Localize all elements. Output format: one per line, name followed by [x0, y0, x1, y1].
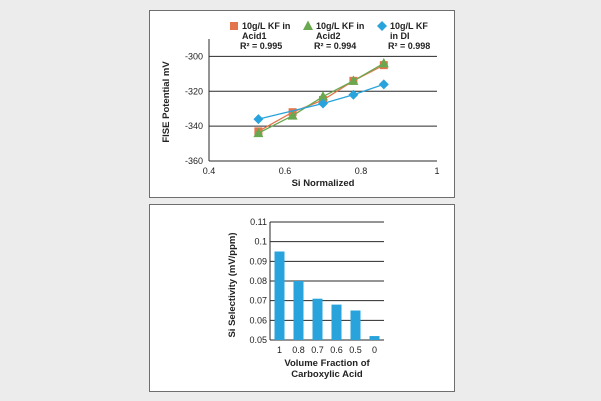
x-tick-label: 0.6	[330, 345, 343, 355]
legend-label: 10g/L KF in Acid2	[316, 21, 364, 41]
x-tick-label: 0	[372, 345, 377, 355]
y-tick-label: -360	[185, 156, 203, 166]
y-axis-title: Si Selectivity (mV/ppm)	[227, 232, 238, 337]
legend-marker	[377, 21, 387, 31]
legend-label: 10g/L KF in DI	[390, 21, 428, 41]
bar	[331, 304, 342, 340]
x-tick-label: 0.4	[203, 166, 216, 176]
bar	[350, 310, 361, 340]
bar	[274, 251, 285, 340]
y-tick-label: 0.11	[250, 217, 267, 227]
x-axis-title: Volume Fraction of Carboxylic Acid	[284, 358, 370, 380]
data-point	[253, 114, 264, 125]
legend-r2: R² = 0.995	[240, 41, 282, 51]
bar	[293, 281, 304, 340]
y-tick-label: -300	[185, 51, 203, 61]
bar	[312, 298, 323, 340]
legend-marker	[303, 20, 313, 30]
legend-r2: R² = 0.998	[388, 41, 430, 51]
legend-r2: R² = 0.994	[314, 41, 356, 51]
y-tick-label: 0.05	[249, 335, 267, 345]
y-tick-label: 0.06	[249, 315, 267, 325]
y-tick-label: 0.08	[249, 276, 267, 286]
data-point	[378, 79, 389, 90]
series-line	[258, 83, 385, 120]
x-tick-label: 0.7	[311, 345, 324, 355]
bar-chart-panel: 0.11 0.1 0.09 0.08 0.07 0.06 0.05 1 0.8 0.7 0.6 0.5…	[149, 204, 455, 392]
y-tick-label: 0.07	[249, 296, 267, 306]
x-tick-label: 1	[434, 166, 439, 176]
y-tick-label: -340	[185, 121, 203, 131]
bar-chart: 0.11 0.1 0.09 0.08 0.07 0.06 0.05 1 0.8 0.7 0.6 0.5…	[227, 217, 384, 380]
y-tick-label: 0.09	[249, 256, 267, 266]
data-point	[318, 91, 328, 101]
x-tick-label: 0.5	[349, 345, 362, 355]
bar	[369, 336, 380, 340]
data-point	[348, 89, 359, 100]
data-point	[348, 75, 359, 85]
x-tick-label: 0.8	[292, 345, 305, 355]
x-tick-label: 0.6	[279, 166, 292, 176]
data-point	[253, 127, 264, 138]
data-point	[378, 57, 389, 68]
data-point	[287, 110, 298, 120]
legend-label: 10g/L KF in Acid1	[242, 21, 290, 41]
y-tick-label: -320	[185, 86, 203, 96]
x-axis-title: Si Normalized	[292, 178, 355, 189]
legend-marker	[230, 22, 238, 30]
data-point	[318, 98, 328, 109]
y-tick-label: 0.1	[254, 237, 267, 247]
y-axis-title: FISE Potential mV	[161, 61, 172, 143]
x-tick-label: 0.8	[355, 166, 368, 176]
line-chart-panel: -300 -320 -340 -360 0.4 0.6 0.8 1 Si Normalized F…	[149, 10, 455, 198]
x-tick-label: 1	[277, 345, 282, 355]
